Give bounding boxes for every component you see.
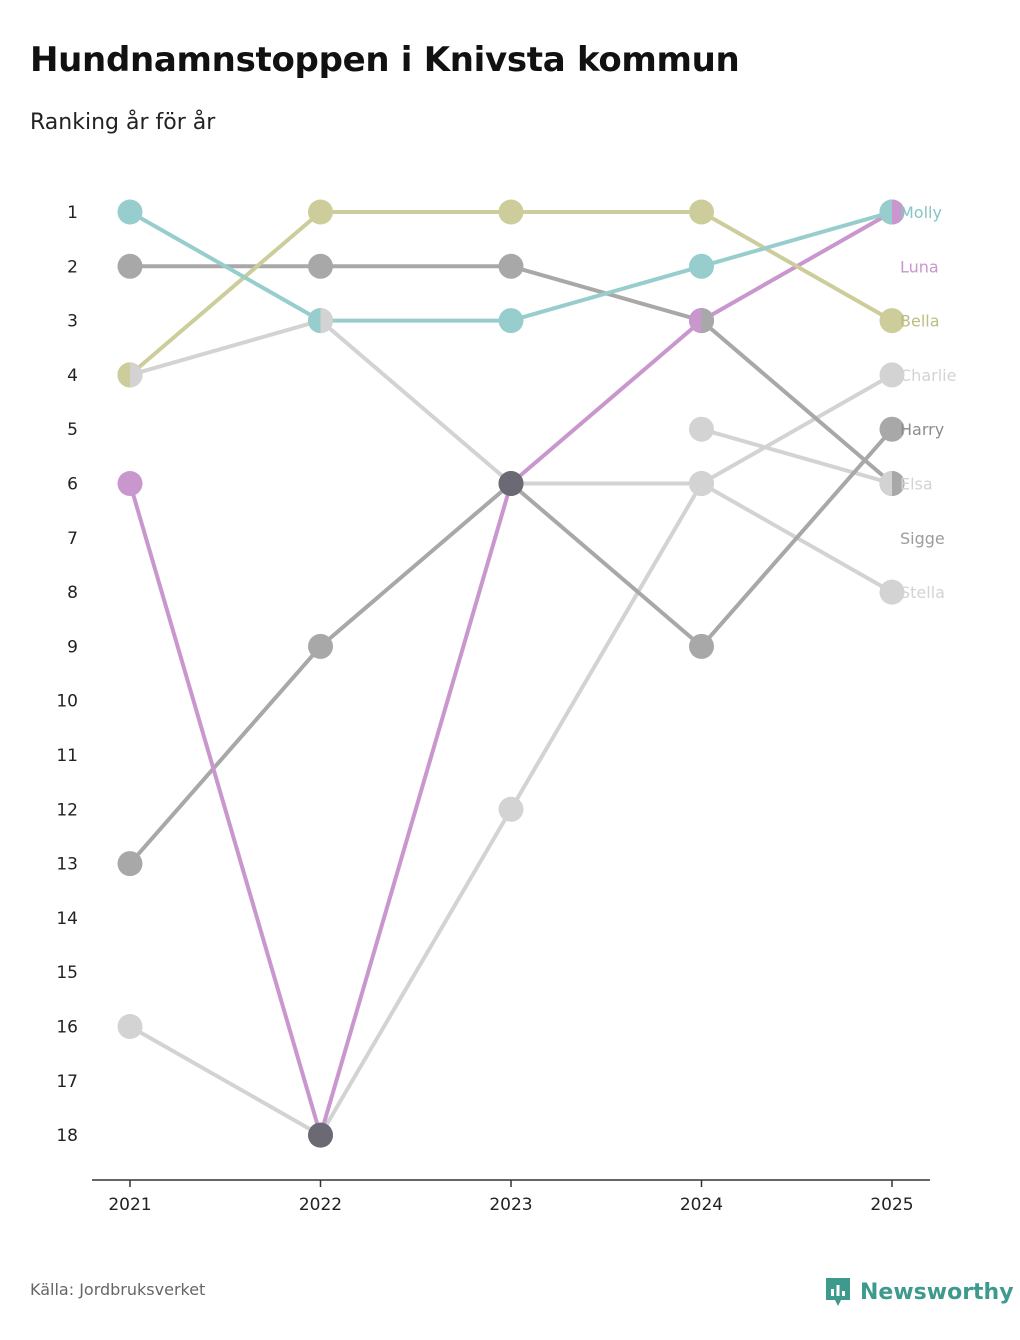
source-note: Källa: Jordbruksverket: [30, 1280, 206, 1299]
series-point: [498, 308, 524, 334]
series-point: [689, 471, 714, 496]
y-tick-label: 2: [67, 257, 78, 277]
series-line-segment: [318, 318, 513, 486]
series-point: [879, 308, 905, 334]
y-tick-label: 15: [56, 963, 78, 983]
series-line-segment: [128, 210, 323, 323]
series-point-shared: [689, 308, 702, 334]
y-tick-label: 13: [56, 855, 78, 875]
series-point: [879, 416, 905, 442]
series-label: Sigge: [900, 529, 945, 548]
series-point: [308, 633, 333, 659]
series-point-shared: [701, 308, 714, 334]
y-tick-label: 16: [56, 1018, 78, 1038]
x-tick-label: 2025: [870, 1195, 913, 1215]
y-tick-label: 3: [67, 312, 78, 332]
series-line-segment: [318, 481, 513, 1138]
series-line-segment: [699, 427, 894, 649]
y-tick-label: 7: [67, 529, 78, 549]
series-point: [689, 253, 714, 279]
series-points: [117, 199, 905, 1148]
series-point-shared: [320, 308, 333, 334]
series-line-segment: [509, 481, 704, 812]
series-point: [308, 253, 333, 279]
series-line-segment: [128, 644, 323, 866]
series-point: [117, 1014, 143, 1039]
series-label: Elsa: [900, 475, 933, 494]
series-line-segment: [128, 210, 323, 377]
series-point: [117, 851, 143, 877]
series-lines: [128, 210, 894, 1138]
series-point-shared: [892, 199, 905, 225]
y-tick-label: 1: [67, 203, 78, 223]
y-tick-label: 4: [67, 366, 78, 386]
series-point-shared: [892, 471, 905, 496]
series-label: Charlie: [900, 366, 956, 385]
series-point: [117, 253, 143, 279]
y-tick-label: 17: [56, 1072, 78, 1092]
series-point: [689, 416, 714, 442]
series-point: [117, 471, 143, 496]
series-label: Luna: [900, 257, 939, 276]
x-tick-label: 2023: [489, 1195, 532, 1215]
series-end-labels: Molly Luna Bella Charlie Harry Elsa Sigge Stell…: [900, 203, 956, 602]
y-tick-label: 11: [56, 746, 78, 766]
series-label: Harry: [900, 420, 944, 439]
y-tick-label: 6: [67, 475, 78, 495]
y-tick-label: 12: [56, 800, 78, 820]
series-point: [689, 633, 714, 659]
series-point-shared: [308, 308, 321, 334]
series-line-segment: [128, 318, 323, 377]
x-tick-label: 2022: [299, 1195, 342, 1215]
series-line-segment: [699, 210, 894, 323]
series-point-shared: [130, 362, 143, 388]
series-line-segment: [699, 427, 894, 486]
series-point-tie: [498, 471, 524, 496]
series-point: [879, 579, 905, 605]
y-tick-label: 10: [56, 692, 78, 712]
series-line-segment: [699, 318, 894, 486]
chart-title: Hundnamnstoppen i Knivsta kommun: [30, 40, 740, 80]
series-line-segment: [699, 372, 894, 486]
series-line-segment: [509, 318, 704, 486]
series-point: [689, 199, 714, 225]
x-tick-label: 2021: [108, 1195, 151, 1215]
y-tick-label: 18: [56, 1126, 78, 1146]
series-point: [498, 253, 524, 279]
series-line-segment: [128, 1024, 323, 1138]
series-line-segment: [699, 210, 894, 269]
y-tick-label: 8: [67, 583, 78, 603]
chart-subtitle: Ranking år för år: [30, 110, 216, 135]
series-line-segment: [509, 481, 704, 649]
series-point-shared: [879, 471, 892, 496]
series-point: [879, 362, 905, 388]
y-tick-label: 9: [67, 637, 78, 657]
series-label: Bella: [900, 312, 940, 331]
series-point: [498, 796, 524, 822]
series-point: [498, 199, 524, 225]
series-label: Molly: [900, 203, 942, 222]
series-line-segment: [509, 264, 704, 323]
series-point: [308, 199, 333, 225]
y-tick-label: 5: [67, 420, 78, 440]
x-tick-label: 2024: [680, 1195, 723, 1215]
series-point: [117, 199, 143, 225]
brand-name: Newsworthy: [860, 1279, 1014, 1305]
series-label: Stella: [900, 583, 945, 602]
series-line-segment: [318, 481, 513, 649]
series-point-shared: [879, 199, 892, 225]
series-point-shared: [117, 362, 130, 388]
series-line-segment: [128, 481, 323, 1138]
y-tick-label: 14: [56, 909, 78, 929]
series-point-tie: [308, 1122, 333, 1148]
newsworthy-logo-icon: [826, 1278, 850, 1306]
series-line-segment: [318, 807, 513, 1138]
x-axis: 2021 2022 2023 2024 2025: [92, 1179, 930, 1215]
brand-logo: Newsworthy: [824, 1276, 1014, 1308]
